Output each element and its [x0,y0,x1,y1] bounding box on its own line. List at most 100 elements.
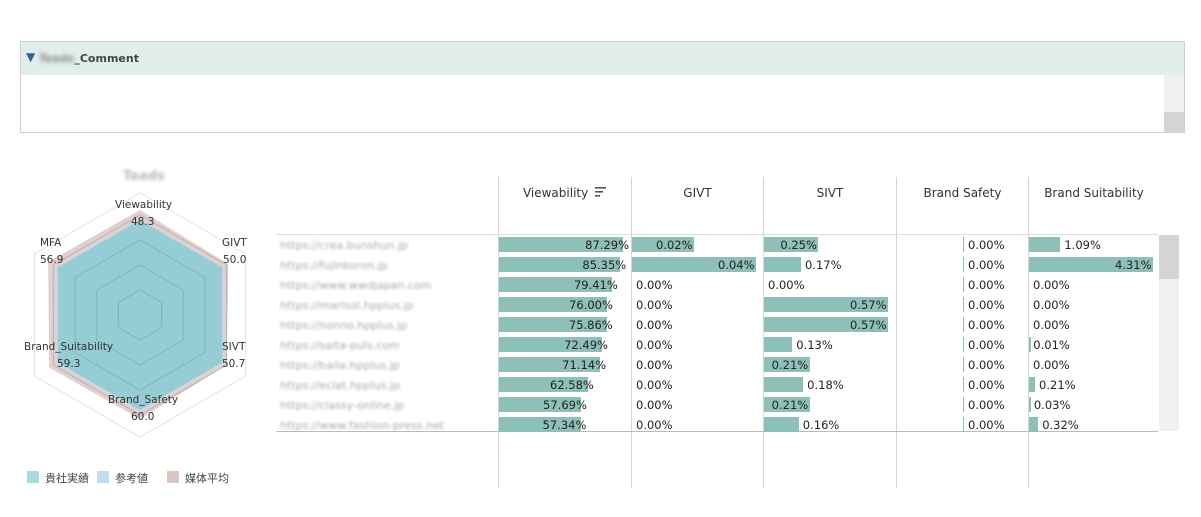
column-divider [631,177,632,488]
col-header-viewability[interactable]: Viewability [499,186,631,200]
bar-viewability [499,237,624,252]
header-separator [276,234,1158,235]
value-givt: 0.00% [636,378,673,392]
bar-viewability [499,317,607,332]
value-brand_safety: 0.00% [968,338,1005,352]
bar-brand_suitability [1029,237,1061,252]
value-viewability: 75.86% [568,318,613,332]
value-givt: 0.00% [636,398,673,412]
radar-grid [33,192,247,438]
radar-axis-label-brand-suitability: Brand_Suitability [24,341,114,353]
value-viewability: 57.69% [543,398,587,412]
comment-header[interactable]: ▼ Teads_Comment [21,42,1184,75]
scrollbar-thumb[interactable] [1159,235,1179,279]
radar-axis-label-sivt: SIVT [222,341,246,353]
bar-brand_suitability [1029,377,1036,392]
bar-sivt [764,237,819,252]
bar-brand_safety [963,377,964,392]
legend-swatch-reference [97,471,109,483]
radar-axis-label-viewability: Viewability [115,199,173,211]
row-url: https://fujinkoron.jp [280,259,388,272]
bar-sivt [764,357,810,372]
value-viewability: 71.14% [562,358,607,372]
col-header-brand-suitability[interactable]: Brand Suitability [1044,186,1144,200]
value-givt: 0.00% [636,318,673,332]
bar-brand_safety [963,397,964,412]
legend-label-company: 貴社実績 [45,472,89,485]
bar-givt [632,237,694,252]
value-brand_suitability: 0.03% [1033,398,1071,412]
comment-scrollbar[interactable] [1164,75,1184,132]
col-header-brand-safety[interactable]: Brand Safety [923,186,1002,200]
value-brand_safety: 0.00% [968,358,1005,372]
value-viewability: 72.49% [564,338,608,352]
value-brand_suitability: 0.32% [1042,418,1079,432]
table-bottom-line [276,431,1158,432]
value-givt: 0.02% [656,238,693,252]
value-brand_safety: 0.00% [968,378,1005,392]
bar-sivt [764,257,801,272]
value-brand_safety: 0.00% [968,398,1005,412]
radar-axis-value-givt: 50.0 [223,254,247,266]
value-brand_suitability: 0.00% [1033,318,1070,332]
row-url: https://eclat.hpplus.jp [280,379,401,392]
col-header-givt[interactable]: GIVT [683,186,712,200]
value-brand_safety: 0.00% [968,418,1005,432]
bar-viewability [499,357,601,372]
value-viewability: 62.58% [550,378,594,392]
bar-givt [632,257,756,272]
legend-swatch-company [27,471,39,483]
radar-axis-value-brand-suitability: 59.3 [57,358,81,370]
radar-chart [33,192,247,438]
radar-title: Teads [123,169,165,184]
table-scrollbar[interactable] [1159,235,1179,431]
value-brand_safety: 0.00% [968,258,1005,272]
scrollbar-thumb[interactable] [1164,112,1184,132]
col-header-sivt[interactable]: SIVT [816,186,844,200]
row-url: https://marisol.hpplus.jp [280,299,414,312]
value-sivt: 0.57% [850,318,887,332]
radar-axis-label-brand-safety: Brand_Safety [108,394,179,406]
value-brand_safety: 0.00% [968,298,1005,312]
radar-axis-label-givt: GIVT [222,237,247,249]
value-givt: 0.00% [636,338,673,352]
column-divider [763,177,764,488]
row-url: https://www.fashion-press.net [280,419,444,432]
bar-brand_safety [963,237,964,252]
bar-sivt [764,297,888,312]
radar-grid-ring [74,239,206,391]
value-sivt: 0.16% [802,418,840,432]
bar-viewability [499,377,588,392]
bar-brand_safety [963,357,964,372]
value-brand_safety: 0.00% [968,238,1005,252]
value-givt: 0.00% [636,298,673,312]
value-brand_suitability: 0.00% [1033,298,1070,312]
row-url: https://crea.bunshun.jp [280,239,408,252]
column-divider [1028,177,1029,488]
radar-grid-ring [52,214,228,416]
legend-label-media-average: 媒体平均 [185,472,229,485]
value-sivt: 0.57% [850,298,887,312]
bar-brand_safety [963,277,964,292]
value-sivt: 0.21% [771,358,809,372]
bar-brand_safety [963,317,964,332]
bar-viewability [499,277,612,292]
radar-inner-grid [52,214,228,416]
bar-sivt [764,417,799,432]
value-sivt: 0.00% [768,278,805,292]
bar-viewability [499,297,608,312]
value-brand_suitability: 1.09% [1064,238,1101,252]
sort-icon[interactable] [595,187,607,197]
value-brand_suitability: 0.21% [1039,378,1076,392]
comment-title: Teads_Comment [39,52,139,65]
value-brand_suitability: 0.01% [1033,338,1070,352]
value-sivt: 0.13% [796,338,833,352]
bar-viewability [499,337,603,352]
value-sivt: 0.17% [804,258,842,272]
row-url: https://www.wwdjapan.com [280,279,432,292]
value-viewability: 57.34% [542,418,587,432]
legend-label-reference: 参考値 [115,472,148,485]
row-url: https://nonno.hpplus.jp [280,319,408,332]
value-sivt: 0.21% [771,398,809,412]
triangle-down-icon[interactable]: ▼ [26,50,36,64]
